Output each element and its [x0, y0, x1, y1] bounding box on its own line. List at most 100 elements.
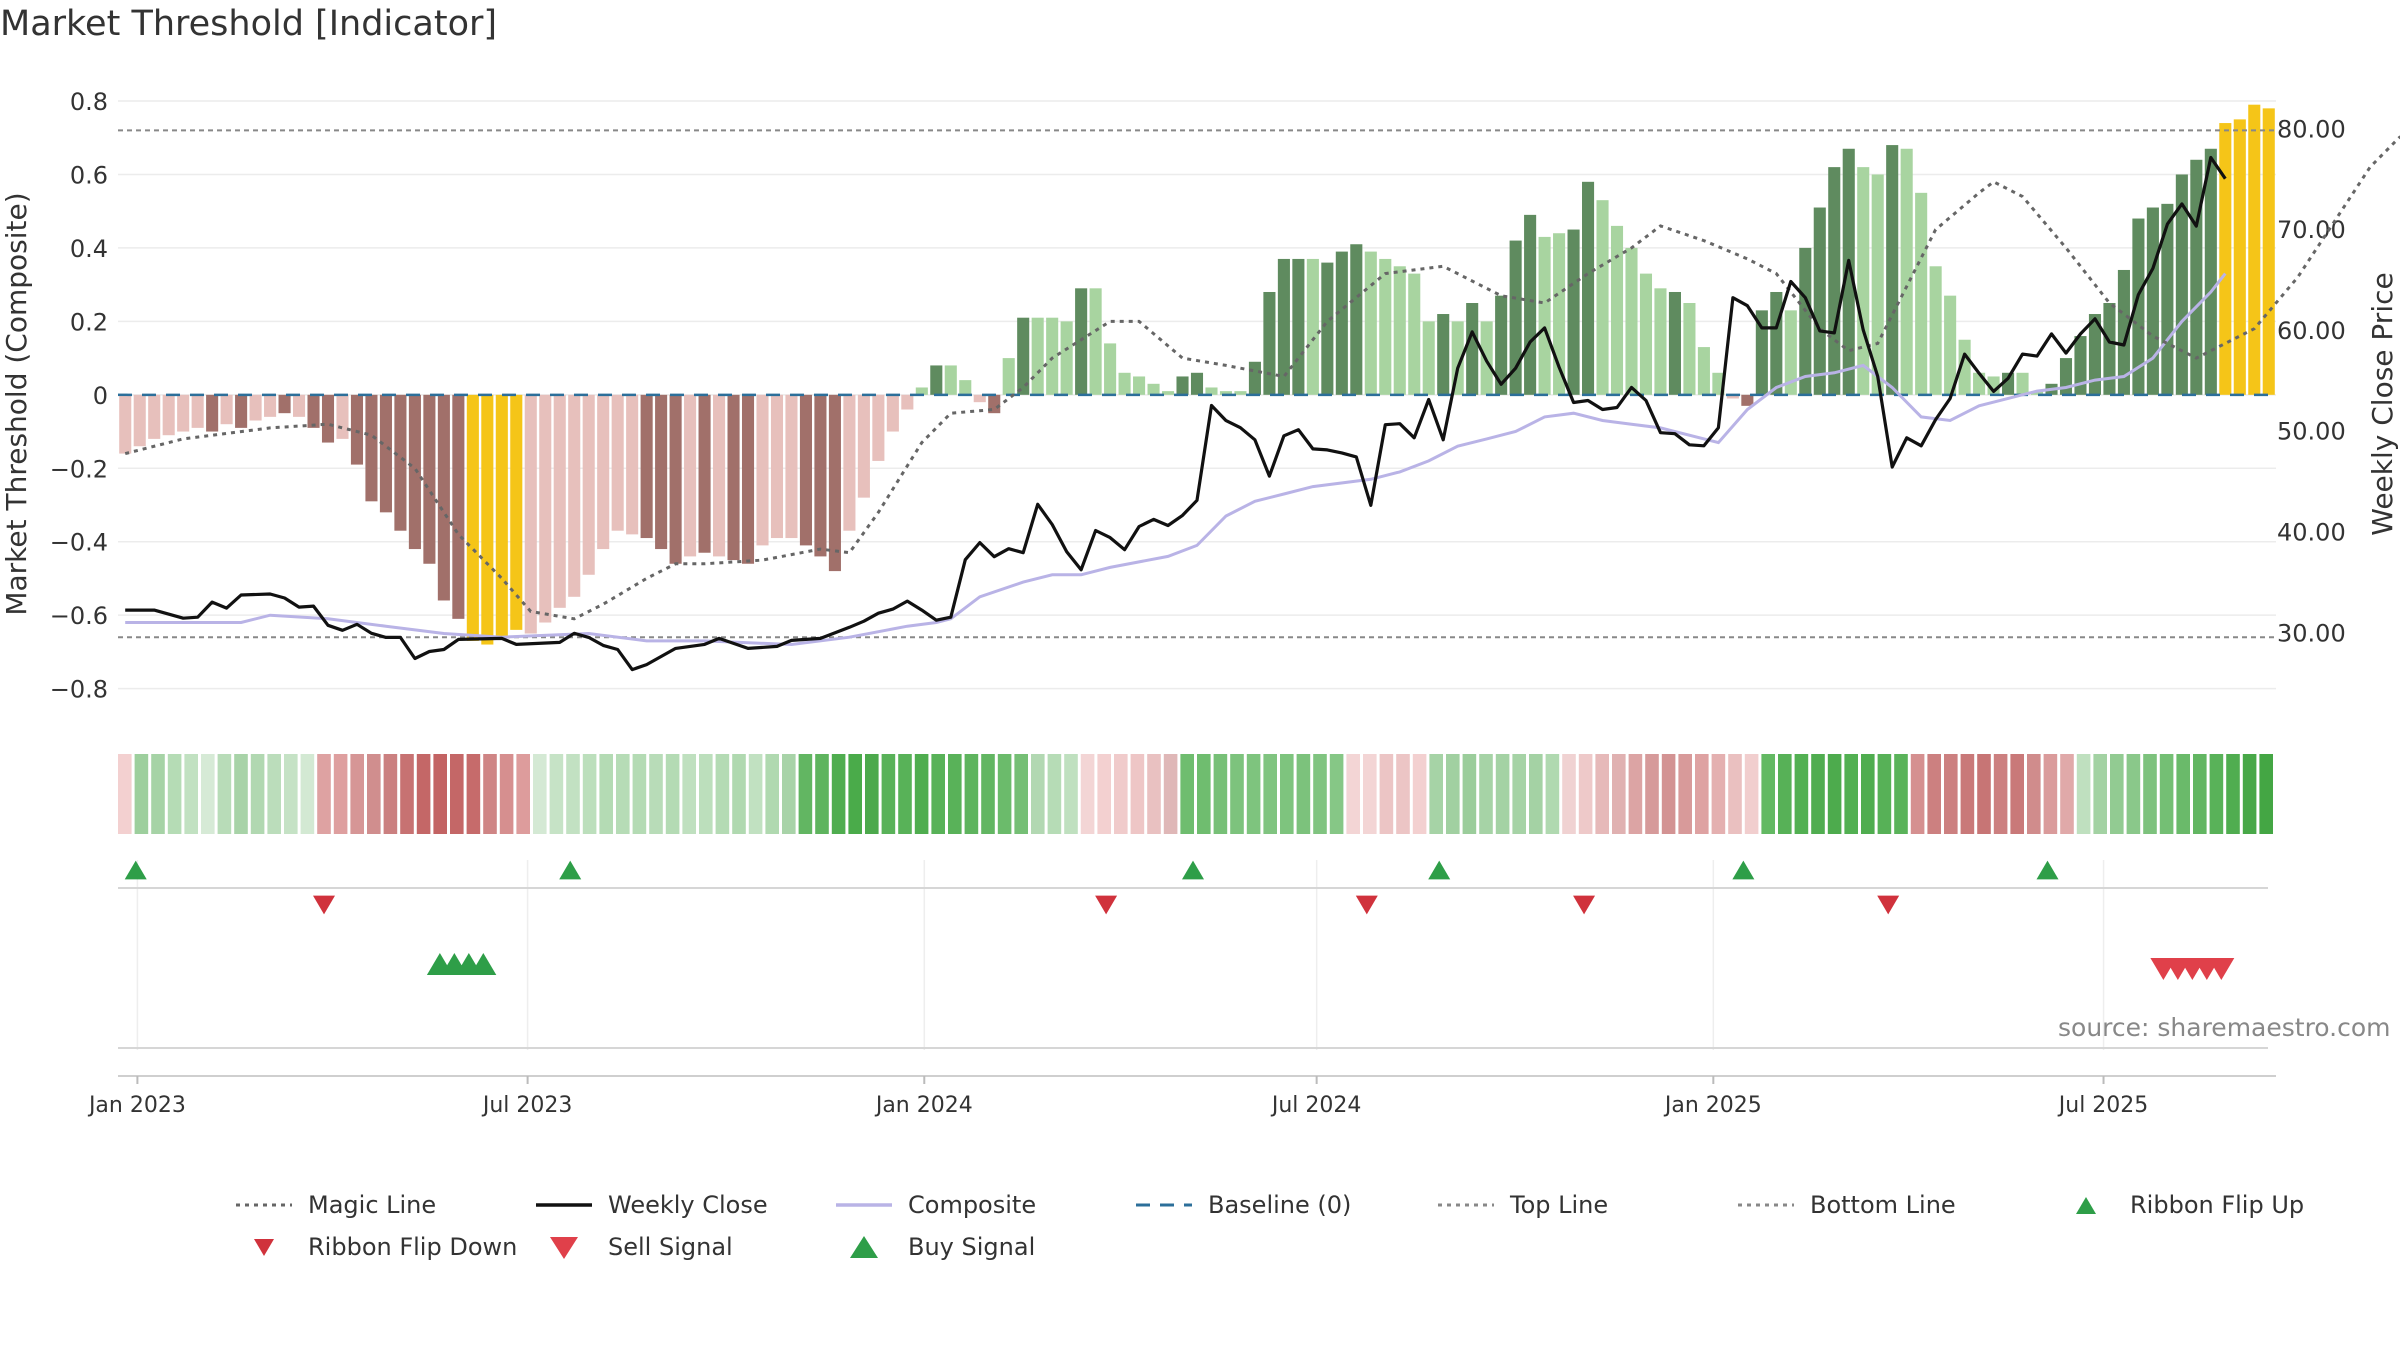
ribbon-cell — [782, 754, 796, 834]
ribbon-cell — [1446, 754, 1460, 834]
bar — [944, 365, 957, 395]
ribbon-cell — [848, 754, 862, 834]
left-tick-label: 0.2 — [70, 308, 108, 336]
bar — [684, 394, 697, 557]
ribbon-cell — [499, 754, 514, 834]
triangle-down-icon — [550, 1237, 578, 1259]
ribbon-cell — [1944, 754, 1958, 834]
ribbon-cell — [682, 754, 696, 834]
ribbon-flip-up-marker — [1182, 860, 1204, 880]
x-tick-label: Jan 2025 — [1663, 1093, 1762, 1118]
legend-label: Ribbon Flip Down — [308, 1233, 518, 1261]
ribbon-cell — [350, 754, 364, 834]
ribbon-cell — [1313, 754, 1327, 834]
left-tick-label: 0.4 — [70, 235, 108, 263]
bar — [481, 394, 494, 645]
right-tick-label: 50.00 — [2277, 418, 2346, 446]
bar — [626, 394, 639, 535]
bar — [1292, 258, 1305, 395]
ribbon-cell — [1512, 754, 1526, 834]
ribbon-cell — [267, 754, 281, 834]
bar — [1567, 229, 1580, 395]
source-credit: source: sharemaestro.com — [2058, 1013, 2391, 1042]
bar — [1944, 295, 1957, 395]
legend-item: Top Line — [1438, 1190, 1608, 1220]
bar — [278, 394, 291, 414]
bar — [1002, 358, 1015, 395]
bar — [235, 394, 248, 428]
bar — [292, 394, 306, 417]
legend-item: Composite — [836, 1190, 1036, 1220]
bar — [1915, 192, 1928, 395]
ribbon-cell — [748, 754, 763, 834]
ribbon-cell — [715, 754, 730, 834]
ribbon-cell — [1562, 754, 1576, 834]
ribbon-cell — [400, 754, 414, 834]
bar — [365, 394, 378, 502]
legend-item: Magic Line — [236, 1190, 436, 1220]
bar — [206, 394, 219, 432]
bar — [133, 394, 146, 447]
bar — [1770, 291, 1783, 395]
ribbon-cell — [1097, 754, 1111, 834]
ribbon-cell — [1412, 754, 1427, 834]
ribbon-cell — [1064, 754, 1078, 834]
bar — [1364, 251, 1377, 395]
ribbon-cell — [1778, 754, 1792, 834]
ribbon-cell — [333, 754, 348, 834]
chart-title: Market Threshold [Indicator] — [0, 4, 498, 44]
ribbon-cell — [2027, 754, 2041, 834]
right-tick-label: 40.00 — [2277, 519, 2346, 547]
ribbon-flip-down-marker — [313, 895, 336, 915]
legend-label: Weekly Close — [608, 1191, 768, 1219]
bar — [2016, 372, 2029, 395]
bar — [872, 394, 885, 461]
legend-item: Ribbon Flip Down — [236, 1232, 517, 1262]
ribbon-flip-down-marker — [1355, 895, 1378, 915]
ribbon-cell — [914, 754, 929, 834]
ribbon-cell — [1462, 754, 1477, 834]
bar — [655, 394, 668, 550]
ribbon-cell — [317, 754, 331, 834]
ribbon-cell — [416, 754, 431, 834]
ribbon-cell — [134, 754, 149, 834]
ribbon-flip-down-marker — [1095, 895, 1118, 915]
ribbon-cell — [433, 754, 447, 834]
x-tick-label: Jul 2024 — [1270, 1093, 1362, 1118]
right-tick-label: 60.00 — [2277, 317, 2346, 345]
ribbon-cell — [284, 754, 298, 834]
bar — [539, 394, 552, 623]
bar — [1089, 288, 1102, 395]
bar — [1726, 394, 1739, 399]
ribbon-cell — [151, 754, 165, 834]
ribbon-cell — [1296, 754, 1311, 834]
legend-swatch — [1438, 1203, 1494, 1207]
ribbon-cell — [1246, 754, 1261, 834]
ribbon-cell — [981, 754, 995, 834]
bar — [1306, 258, 1319, 395]
ribbon-cell — [250, 754, 265, 834]
legend-item: Buy Signal — [836, 1232, 1035, 1262]
bar — [2262, 108, 2275, 395]
bar — [727, 394, 740, 561]
bar — [1929, 266, 1942, 395]
bar — [597, 394, 610, 550]
ribbon-cell — [948, 754, 962, 834]
ribbon-cell — [2126, 754, 2141, 834]
ribbon-flip-up-marker — [1732, 860, 1755, 880]
triangle-up-icon — [2076, 1197, 2096, 1214]
right-tick-label: 80.00 — [2277, 115, 2346, 143]
ribbon-cell — [516, 754, 530, 834]
bar — [2146, 207, 2159, 395]
bar — [1857, 167, 1870, 395]
ribbon-cell — [798, 754, 813, 834]
bar — [1524, 214, 1537, 395]
bar — [1886, 145, 1899, 395]
ribbon-cell — [1346, 754, 1360, 834]
left-tick-label: 0.6 — [70, 161, 108, 189]
weekly-close-line — [125, 155, 2227, 672]
ribbon-cell — [2060, 754, 2074, 834]
bar — [1741, 394, 1754, 406]
ribbon-cell — [964, 754, 979, 834]
ribbon-cell — [2043, 754, 2058, 834]
